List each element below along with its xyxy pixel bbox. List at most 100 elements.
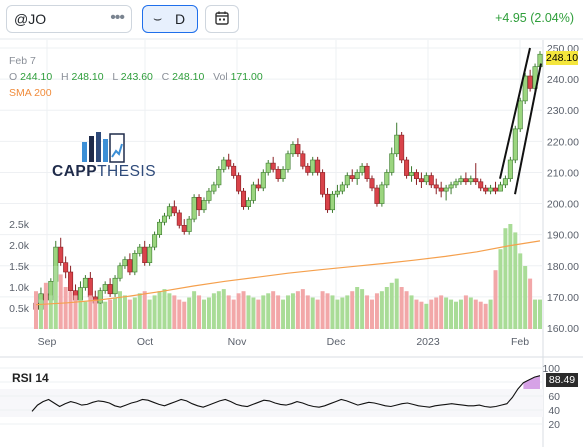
volume-bar bbox=[444, 297, 449, 329]
low-value: 243.60 bbox=[120, 71, 153, 83]
volume-bar bbox=[127, 299, 132, 329]
volume-bar bbox=[409, 295, 414, 329]
candle-body bbox=[107, 284, 113, 295]
candle-body bbox=[231, 165, 237, 176]
candle-body bbox=[379, 184, 385, 204]
close-label: C bbox=[161, 71, 170, 83]
volume-bar bbox=[236, 293, 241, 329]
candle-body bbox=[300, 153, 306, 167]
volume-bar bbox=[463, 295, 468, 329]
candle-body bbox=[236, 175, 242, 192]
volume-bar bbox=[533, 299, 538, 329]
price-tick-label: 220.00 bbox=[547, 136, 579, 148]
candle-body bbox=[339, 184, 345, 192]
volume-bar bbox=[404, 291, 409, 329]
volume-bar bbox=[394, 278, 399, 329]
volume-bar bbox=[365, 295, 370, 329]
candle-body bbox=[409, 172, 415, 176]
time-label: Dec bbox=[327, 336, 346, 348]
candle-body bbox=[458, 178, 464, 183]
candle-body bbox=[82, 277, 88, 288]
price-tick-label: 180.00 bbox=[547, 261, 579, 273]
calendar-button[interactable] bbox=[205, 5, 239, 33]
volume-bar bbox=[429, 299, 434, 329]
volume-tick-label: 2.0k bbox=[9, 240, 30, 252]
volume-bar bbox=[98, 303, 103, 329]
close-value: 248.10 bbox=[172, 71, 205, 83]
candle-body bbox=[191, 197, 197, 220]
volume-bar bbox=[53, 266, 58, 329]
volume-bar bbox=[271, 291, 276, 329]
candle-body bbox=[354, 172, 360, 179]
candle-body bbox=[290, 144, 296, 155]
candle-body bbox=[423, 175, 429, 183]
volume-bar bbox=[48, 295, 53, 329]
volume-bar bbox=[325, 293, 330, 329]
volume-bar bbox=[295, 291, 300, 329]
candle-body bbox=[404, 159, 410, 176]
volume-bar bbox=[246, 295, 251, 329]
last-price-badge: 248.10 bbox=[546, 51, 579, 65]
time-label: Feb bbox=[511, 336, 529, 348]
volume-bar bbox=[384, 287, 389, 329]
volume-bar bbox=[202, 299, 206, 329]
volume-bar bbox=[355, 287, 360, 329]
candle-body bbox=[102, 284, 108, 291]
candle-body bbox=[132, 253, 138, 273]
volume-bar bbox=[231, 299, 236, 329]
candle-body bbox=[394, 134, 400, 155]
trend-channel-lower bbox=[514, 63, 542, 195]
candle-body bbox=[176, 212, 182, 226]
candle-body bbox=[463, 178, 469, 183]
volume-bar bbox=[58, 274, 63, 329]
volume-bar bbox=[360, 289, 365, 329]
rsi-overbought-fill bbox=[523, 375, 540, 389]
candle-body bbox=[241, 190, 247, 207]
volume-bar bbox=[162, 289, 167, 329]
volume-bar bbox=[73, 295, 78, 329]
rsi-tick-label: 60 bbox=[548, 391, 560, 403]
candle-body bbox=[166, 206, 172, 217]
volume-bar bbox=[113, 297, 118, 329]
candle-body bbox=[270, 162, 276, 170]
candle-body bbox=[137, 246, 143, 254]
volume-bar bbox=[276, 295, 281, 329]
chart-area[interactable]: 250.00240.00230.00220.00210.00200.00190.… bbox=[0, 38, 583, 447]
more-dots-icon[interactable]: ••• bbox=[110, 9, 125, 26]
candle-body bbox=[359, 165, 365, 173]
candle-body bbox=[260, 172, 266, 189]
volume-tick-label: 0.5k bbox=[9, 303, 30, 315]
time-label: 2023 bbox=[416, 336, 440, 348]
candle-body bbox=[507, 159, 513, 179]
trend-channel-upper bbox=[499, 47, 531, 179]
volume-bar bbox=[63, 287, 68, 329]
volume-tick-label: 1.5k bbox=[9, 261, 30, 273]
logo-text: CAPPTHESIS bbox=[52, 163, 156, 181]
volume-bar bbox=[345, 295, 350, 329]
symbol-search-input[interactable]: @JO ••• bbox=[6, 5, 132, 33]
volume-bar bbox=[488, 299, 493, 329]
rsi-tick-label: 100 bbox=[542, 363, 560, 375]
candle-body bbox=[497, 184, 503, 192]
volume-bar bbox=[473, 299, 478, 329]
volume-bar bbox=[78, 299, 83, 329]
volume-bar bbox=[88, 295, 93, 329]
volume-bar bbox=[523, 266, 528, 329]
volume-bar bbox=[187, 297, 192, 329]
interval-button[interactable]: ⌣ D bbox=[142, 5, 198, 33]
volume-bar bbox=[226, 295, 231, 329]
candle-body bbox=[171, 206, 177, 214]
volume-bar bbox=[286, 295, 290, 329]
volume-bar bbox=[142, 291, 147, 329]
volume-bar bbox=[147, 299, 152, 329]
candle-body bbox=[315, 159, 321, 173]
volume-bar bbox=[498, 249, 503, 329]
candle-body bbox=[250, 184, 256, 201]
volume-bar bbox=[221, 289, 226, 329]
candle-body bbox=[453, 181, 459, 186]
time-label: Sep bbox=[38, 336, 57, 348]
candle-body bbox=[157, 221, 163, 235]
volume-bar bbox=[468, 297, 473, 329]
rsi-tick-label: 40 bbox=[548, 405, 560, 417]
rsi-band bbox=[0, 389, 543, 417]
